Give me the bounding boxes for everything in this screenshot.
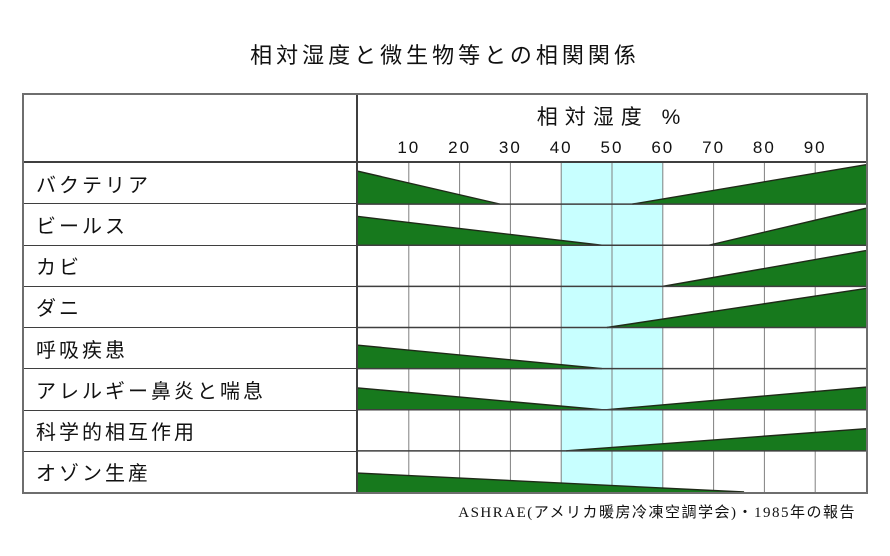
table-body: バクテリア ビールス カビ ダニ 呼吸疾患 アレルギー鼻炎と喘息 科学的相互作用… [24,163,866,492]
chart-area [358,163,866,492]
row-labels-column: バクテリア ビールス カビ ダニ 呼吸疾患 アレルギー鼻炎と喘息 科学的相互作用… [24,163,358,492]
chart-header: 相対湿度 % 10 20 30 40 50 60 70 80 90 [358,95,866,161]
source-note: ASHRAE(アメリカ暖房冷凍空調学会)・1985年の報告 [458,505,856,521]
page-title: 相対湿度と微生物等との相関関係 [250,43,640,68]
row-label-mold: カビ [24,246,356,287]
tick-label-10: 10 [397,138,421,157]
row-label-respiratory: 呼吸疾患 [24,328,356,370]
axis-title: 相対湿度 % [536,106,688,129]
row-label-ozone: オゾン生産 [36,463,151,486]
tick-label-60: 60 [651,138,675,157]
table-header-row: 相対湿度 % 10 20 30 40 50 60 70 80 90 [24,95,866,163]
tick-label-90: 90 [803,138,827,157]
row-label-bacteria: バクテリア [24,163,356,205]
row-label-chemical: 科学的相互作用 [24,411,356,452]
tick-label-30: 30 [498,138,522,157]
tick-label-50: 50 [600,138,624,157]
activity-wedge [358,387,602,410]
tick-label-20: 20 [448,138,472,157]
row-label-virus: ビールス [24,204,356,246]
row-label-mites: ダニ [24,287,356,328]
humidity-chart [358,163,866,492]
tick-label-40: 40 [549,138,573,157]
humidity-table: 相対湿度 % 10 20 30 40 50 60 70 80 90 バクテリア … [22,93,868,494]
tick-label-80: 80 [752,138,776,157]
tick-label-70: 70 [702,138,726,157]
header-empty-cell [24,95,358,161]
row-label-allergy: アレルギー鼻炎と喘息 [24,369,356,411]
axis-ticks: 10 20 30 40 50 60 70 80 90 [358,138,866,160]
